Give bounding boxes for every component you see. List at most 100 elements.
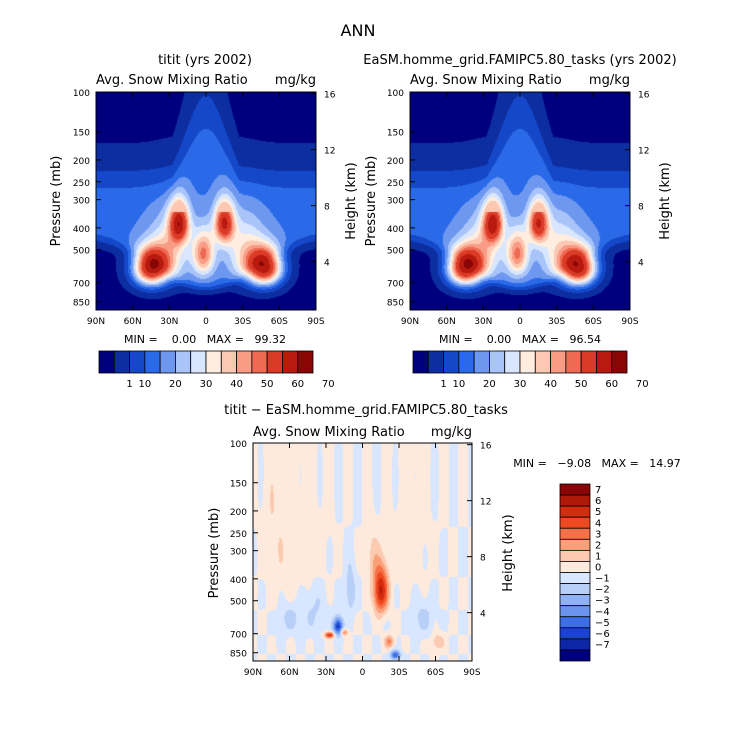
colorbar-swatch (458, 350, 475, 374)
panel-3-y2label: Height (km) (501, 514, 516, 591)
y-tick-label: 200 (387, 157, 404, 167)
panel-3-title: titit − EaSM.homme_grid.FAMIPC5.80_tasks (224, 403, 508, 418)
y-tick-label: 700 (73, 280, 90, 290)
colorbar-label: 50 (261, 379, 274, 390)
colorbar-label: 1 (126, 379, 132, 390)
x-tick-label: 60S (271, 317, 288, 327)
panel-1-y2label: Height (km) (344, 162, 359, 239)
x-tick-label: 90S (621, 317, 638, 327)
panel-2-subtitle-left: Avg. Snow Mixing Ratio (410, 73, 562, 88)
colorbar-swatch (129, 350, 146, 374)
panel-3: titit − EaSM.homme_grid.FAMIPC5.80_tasks… (207, 403, 681, 678)
y-tick-label: 100 (230, 440, 247, 450)
colorbar-swatch (489, 350, 506, 374)
colorbar-swatch (580, 350, 597, 374)
y-tick-label: 300 (230, 548, 247, 558)
colorbar-swatch (534, 350, 551, 374)
panel-2-plot: 90N 60N 30N 0 30S 60S 90S 100 150 200 250 300 400 500… (387, 89, 650, 327)
colorbar-label: 0 (595, 563, 601, 574)
y-tick-label: 400 (387, 225, 404, 235)
y2-tick-label: 16 (638, 91, 650, 101)
colorbar-swatch (550, 350, 567, 374)
colorbar-swatch (282, 350, 299, 374)
colorbar-swatch (144, 350, 161, 374)
x-tick-label: 90S (463, 668, 480, 678)
x-tick-label: 30N (474, 317, 492, 327)
colorbar-swatch (236, 350, 253, 374)
x-tick-label: 90N (87, 317, 105, 327)
colorbar-swatch (190, 350, 207, 374)
main-title: ANN (341, 21, 376, 40)
colorbar-label: 10 (138, 379, 151, 390)
colorbar-label: 70 (322, 379, 335, 390)
y2-tick-label: 12 (638, 147, 649, 157)
colorbar-label: 50 (575, 379, 588, 390)
colorbar-swatch (559, 505, 591, 518)
x-tick-label: 30N (317, 668, 335, 678)
panel-3-subtitle-right: mg/kg (431, 425, 472, 440)
colorbar-label: −1 (595, 574, 610, 585)
y-tick-label: 300 (73, 197, 90, 207)
y2-tick-label: 16 (480, 442, 492, 452)
colorbar-swatch (559, 483, 591, 496)
colorbar-swatch (266, 350, 283, 374)
y-tick-label: 500 (73, 247, 90, 257)
colorbar-label: 3 (595, 529, 601, 540)
y2-tick-label: 4 (638, 259, 644, 269)
colorbar-swatch (443, 350, 460, 374)
panel-2-y2label: Height (km) (658, 162, 673, 239)
colorbar-swatch (559, 561, 591, 573)
colorbar-swatch (559, 494, 591, 507)
colorbar-swatch (297, 350, 314, 374)
colorbar-swatch (504, 350, 521, 374)
colorbar-swatch (559, 616, 591, 629)
colorbar-swatch (473, 350, 490, 374)
colorbar-label: −2 (595, 585, 610, 596)
panel-2-subtitle-right: mg/kg (589, 73, 630, 88)
colorbar-swatch (251, 350, 268, 374)
y-tick-label: 150 (73, 129, 90, 139)
y-tick-label: 500 (230, 598, 247, 608)
colorbar-swatch (559, 538, 591, 551)
y-tick-label: 700 (387, 280, 404, 290)
x-tick-label: 60N (124, 317, 142, 327)
panel-1-subtitle-right: mg/kg (275, 73, 316, 88)
panel-1-colorbar: 1 10 20 30 40 50 60 70 (98, 350, 335, 390)
colorbar-swatch (159, 350, 176, 374)
panel-3-ylabel: Pressure (mb) (207, 508, 222, 599)
y-tick-label: 150 (387, 129, 404, 139)
heatmap-field (253, 443, 472, 661)
colorbar-swatch (611, 350, 628, 374)
panel-3-subtitle-left: Avg. Snow Mixing Ratio (253, 425, 405, 440)
panel-2: EaSM.homme_grid.FAMIPC5.80_tasks (yrs 20… (363, 53, 676, 390)
colorbar-swatch (519, 350, 536, 374)
y-tick-label: 500 (387, 247, 404, 257)
colorbar-label: 5 (595, 507, 601, 518)
colorbar-label: −3 (595, 596, 610, 607)
colorbar-label: 30 (200, 379, 213, 390)
heatmap-field (96, 92, 316, 310)
y2-tick-label: 8 (324, 203, 330, 213)
colorbar-swatch (113, 350, 130, 374)
colorbar-swatch (559, 627, 591, 640)
y-tick-label: 200 (230, 508, 247, 518)
panel-1-plot: 90N 60N 30N 0 30S 60S 90S 100 150 200 250 300 400 500… (73, 89, 336, 327)
colorbar-swatch (427, 350, 444, 374)
y-tick-label: 200 (73, 157, 90, 167)
colorbar-label: −5 (595, 618, 610, 629)
y-tick-label: 700 (230, 631, 247, 641)
y-tick-label: 250 (230, 530, 247, 540)
y-tick-label: 250 (73, 179, 90, 189)
colorbar-label: 40 (230, 379, 243, 390)
x-tick-label: 60S (427, 668, 444, 678)
colorbar-swatch (205, 350, 222, 374)
colorbar-swatch (98, 350, 115, 374)
colorbar-swatch (559, 516, 591, 529)
y-tick-label: 850 (73, 299, 90, 309)
y-tick-label: 150 (230, 480, 247, 490)
colorbar-label: 1 (440, 379, 446, 390)
colorbar-swatch (596, 350, 613, 374)
